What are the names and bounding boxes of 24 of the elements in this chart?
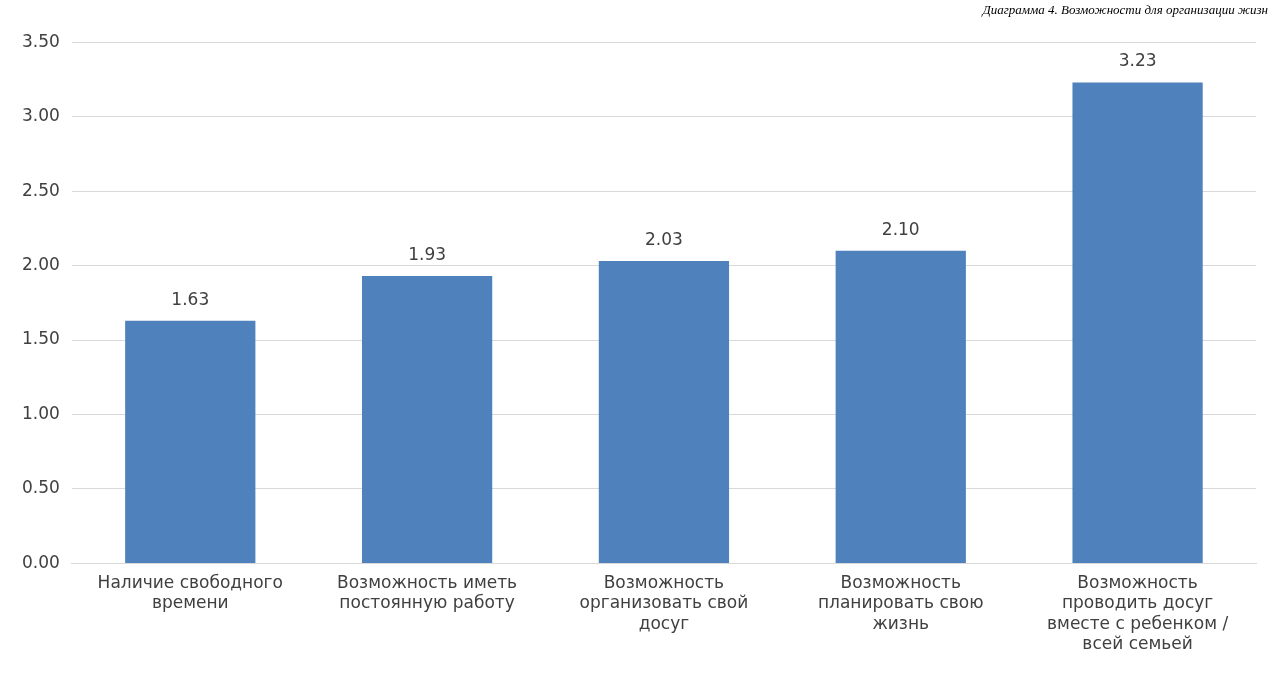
bar (125, 320, 256, 563)
y-tick-label: 3.50 (21, 30, 60, 51)
x-tick-label: Возможность планировать свою жизнь (817, 572, 984, 633)
bar (598, 261, 730, 563)
data-label: 1.63 (171, 288, 210, 309)
y-tick-label: 2.00 (21, 253, 60, 274)
y-tick-label: 3.00 (21, 105, 60, 126)
y-tick-label: 2.50 (21, 179, 60, 200)
bar (1072, 82, 1203, 563)
y-tick-label: 0.00 (21, 551, 60, 572)
chart-title: Диаграмма 4. Возможности для организации жизн (982, 2, 1268, 18)
data-label: 2.03 (645, 229, 683, 250)
data-label: 2.10 (881, 218, 920, 239)
bar (835, 250, 966, 563)
y-tick-label: 0.50 (21, 477, 60, 498)
data-label: 3.23 (1118, 50, 1157, 71)
data-label: 1.93 (408, 243, 447, 264)
y-tick-label: 1.50 (21, 328, 60, 349)
x-tick-label: Наличие свободного времени (97, 572, 283, 613)
y-tick-label: 1.00 (21, 402, 60, 423)
x-tick-label: Возможность проводить досуг вместе с ребенком / всей семьей (1047, 572, 1229, 654)
x-tick-label: Возможность иметь постоянную работу (337, 572, 518, 613)
bar (361, 276, 493, 563)
x-tick-label: Возможность организовать свой досуг (579, 572, 749, 633)
